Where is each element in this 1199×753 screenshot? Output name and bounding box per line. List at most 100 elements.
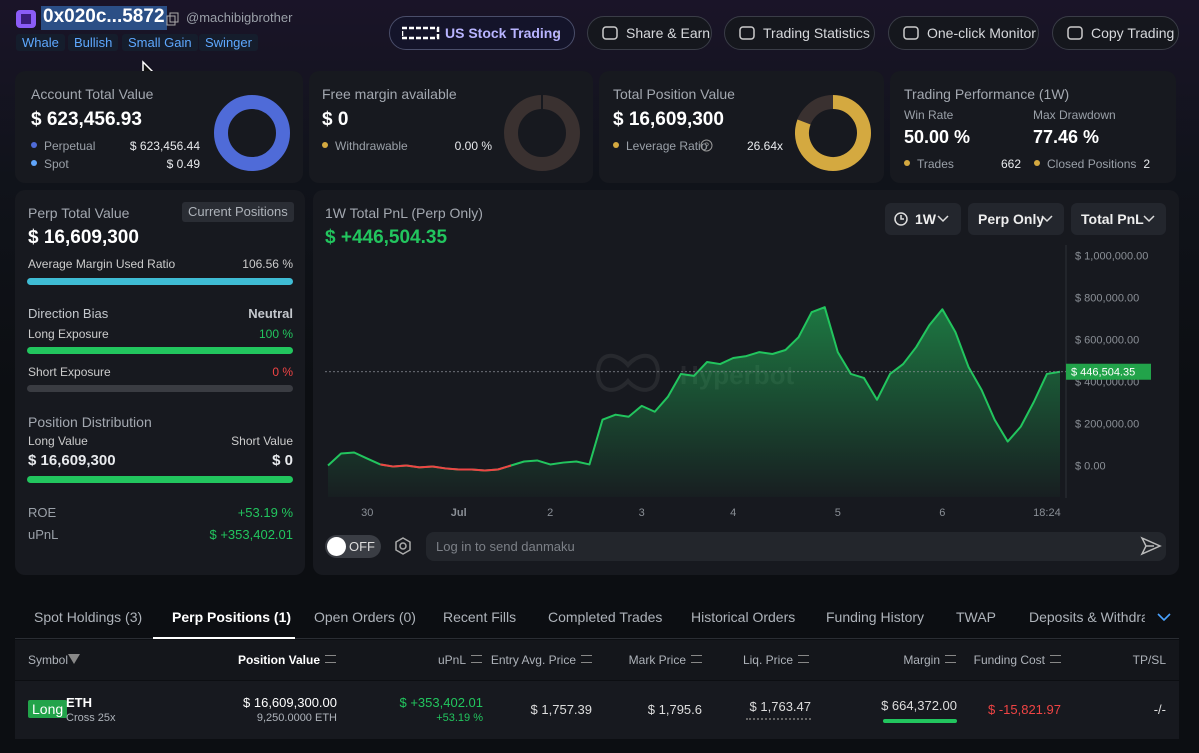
- button-label: One-click Monitor: [927, 25, 1036, 41]
- value: $ +353,402.01: [209, 527, 294, 542]
- card-title: Account Total Value: [31, 86, 154, 102]
- column-header: Symbol: [28, 653, 69, 667]
- donut: [504, 95, 580, 171]
- address[interactable]: 0x020c...5872: [41, 6, 167, 30]
- tag[interactable]: Whale: [16, 34, 65, 51]
- filter-label: Total PnL: [1081, 211, 1144, 227]
- help-icon[interactable]: ?: [700, 139, 713, 152]
- current-positions-button[interactable]: Current Positions: [182, 202, 294, 222]
- side-badge: Long: [28, 700, 68, 718]
- tab[interactable]: Open Orders (0): [314, 609, 416, 625]
- more-tabs[interactable]: [1156, 611, 1172, 623]
- cell: $ +353,402.01: [399, 695, 484, 710]
- stat-value: 77.46 %: [1033, 127, 1100, 147]
- tab[interactable]: Recent Fills: [443, 609, 517, 625]
- tag[interactable]: Bullish: [68, 34, 119, 51]
- stat-label: Max Drawdown: [1033, 108, 1116, 122]
- cell: +53.19 %: [436, 712, 483, 724]
- watermark: Hyperbot: [680, 360, 795, 390]
- label: Direction Bias: [28, 306, 109, 321]
- row-value: 2: [1143, 157, 1150, 171]
- label: ROE: [28, 505, 57, 520]
- legend-dot: [322, 142, 328, 148]
- danmaku-placeholder: Log in to send danmaku: [436, 539, 575, 554]
- row-label: Perpetual: [44, 139, 96, 153]
- button-icon: [739, 26, 755, 40]
- value: Neutral: [248, 306, 293, 321]
- header-button[interactable]: One-click Monitor: [888, 16, 1039, 50]
- card-title: Total Position Value: [613, 86, 735, 102]
- toggle-label: OFF: [349, 539, 375, 554]
- sort-icon[interactable]: [1050, 655, 1061, 663]
- sort-icon[interactable]: [798, 655, 809, 663]
- donut: [795, 95, 871, 171]
- filter-icon[interactable]: [68, 654, 80, 664]
- progress-bar: [27, 278, 293, 285]
- copy-icon[interactable]: [166, 12, 180, 26]
- tab[interactable]: Completed Trades: [548, 609, 663, 625]
- column-header: Margin: [903, 653, 940, 667]
- header-button[interactable]: Trading Statistics: [724, 16, 875, 50]
- card-value: $ 623,456.93: [31, 109, 142, 130]
- mode: Cross 25x: [66, 712, 116, 724]
- column-header: uPnL: [437, 653, 466, 667]
- tab[interactable]: TWAP: [956, 609, 996, 625]
- pnl-title: 1W Total PnL (Perp Only): [325, 205, 483, 221]
- cell: $ -15,821.97: [987, 702, 1061, 717]
- perp-title: Perp Total Value: [28, 205, 130, 221]
- handle: @machibigbrother: [186, 10, 293, 25]
- cell: $ 1,763.47: [749, 699, 811, 714]
- column-header: TP/SL: [1132, 653, 1166, 667]
- column-header: Mark Price: [628, 653, 686, 667]
- cell: 9,250.0000 ETH: [256, 712, 337, 724]
- progress-bar: [27, 476, 293, 483]
- header-button[interactable]: Copy Trading: [1052, 16, 1179, 50]
- tag[interactable]: Swinger: [199, 34, 258, 51]
- tab[interactable]: Spot Holdings (3): [34, 609, 143, 625]
- cell: $ 1,795.6: [647, 702, 702, 717]
- button-icon: [1067, 26, 1083, 40]
- danmaku-input[interactable]: [426, 532, 1166, 561]
- filter[interactable]: Total PnL: [1071, 203, 1166, 235]
- stat-value: 50.00 %: [904, 127, 971, 147]
- column-header: Funding Cost: [973, 653, 1045, 667]
- tab[interactable]: Historical Orders: [691, 609, 796, 625]
- label: uPnL: [28, 527, 59, 542]
- send-icon[interactable]: [1140, 536, 1162, 556]
- value: 100 %: [258, 327, 293, 341]
- sort-icon[interactable]: [325, 655, 336, 663]
- table-row: [15, 681, 1179, 739]
- sort-icon[interactable]: [691, 655, 702, 663]
- label: Long Value: [28, 434, 88, 448]
- header-button[interactable]: Share & Earn: [587, 16, 712, 50]
- card-value: $ 0: [322, 109, 349, 130]
- table-header: [15, 640, 1179, 680]
- svg-text:?: ?: [704, 141, 709, 151]
- column-header: Entry Avg. Price: [490, 653, 576, 667]
- label: Short Value: [231, 434, 293, 448]
- row-value: 662: [1000, 157, 1021, 171]
- perp-value: $ 16,609,300: [28, 227, 139, 248]
- tab[interactable]: Funding History: [826, 609, 925, 625]
- legend-dot: [904, 160, 910, 166]
- button-icon: [602, 26, 618, 40]
- card-value: $ 16,609,300: [613, 109, 724, 130]
- tab[interactable]: Perp Positions (1): [172, 609, 292, 625]
- value: 106.56 %: [242, 257, 293, 271]
- tab[interactable]: Deposits & Withdrawals: [1029, 609, 1145, 625]
- sort-icon[interactable]: [471, 655, 482, 663]
- tag[interactable]: Small Gain: [122, 34, 198, 51]
- sort-icon[interactable]: [581, 655, 592, 663]
- sort-icon[interactable]: [945, 655, 956, 663]
- settings-icon[interactable]: [394, 537, 412, 555]
- row-value: 26.64x: [746, 139, 783, 153]
- column-header: Liq. Price: [742, 653, 793, 667]
- cell: -/-: [1153, 702, 1166, 717]
- margin-bar: [883, 719, 957, 723]
- row-label: Closed Positions: [1047, 157, 1137, 171]
- header-button[interactable]: US Stock Trading ›: [389, 16, 575, 50]
- button-icon: [402, 26, 440, 40]
- cell: $ 16,609,300.00: [243, 695, 337, 710]
- filter[interactable]: 1W: [885, 203, 961, 235]
